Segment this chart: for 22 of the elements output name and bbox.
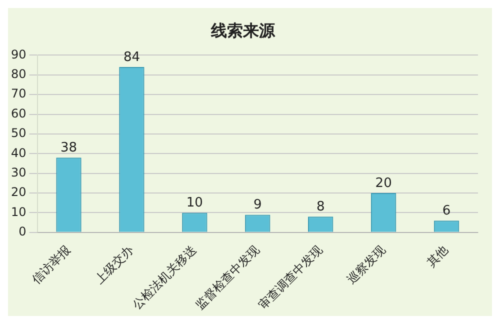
data-label: 6 <box>442 203 451 218</box>
data-label: 9 <box>253 198 262 213</box>
data-label: 84 <box>123 50 140 65</box>
y-tick-label: 30 <box>10 165 26 180</box>
y-tick-label: 10 <box>10 204 26 219</box>
y-tick-label: 80 <box>10 67 26 82</box>
chart-title: 线索来源 <box>210 20 276 40</box>
y-tick-label: 40 <box>10 146 26 160</box>
x-tick-label: 巡察发现 <box>344 242 388 287</box>
x-tick-label: 其他 <box>424 242 451 270</box>
y-tick-label: 20 <box>10 185 26 200</box>
y-tick-label: 90 <box>10 47 26 62</box>
y-tick-label: 70 <box>10 86 26 101</box>
data-label: 38 <box>60 140 78 156</box>
data-label: 8 <box>316 200 325 215</box>
data-label: 10 <box>186 196 203 211</box>
y-tick-label: 60 <box>10 106 26 120</box>
y-tick-label: 0 <box>18 224 26 239</box>
x-tick-label: 上级交办 <box>92 242 136 287</box>
y-tick-label: 50 <box>10 126 26 140</box>
data-label: 20 <box>375 176 392 191</box>
x-tick-label: 信访举报 <box>29 242 74 287</box>
